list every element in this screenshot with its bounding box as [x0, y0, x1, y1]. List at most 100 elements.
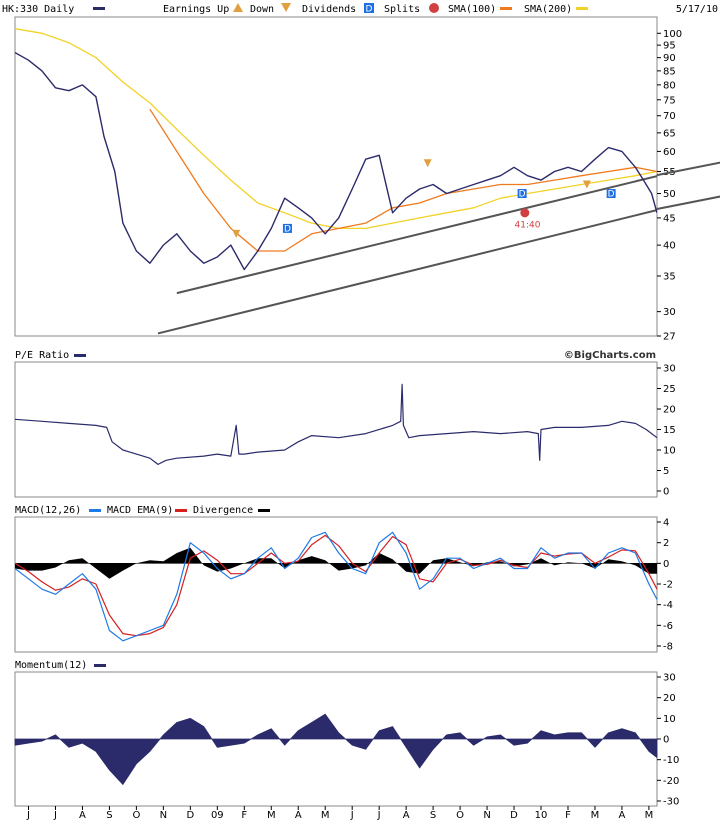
- x-tick-label: S: [430, 810, 436, 820]
- price-y-tick-label: 100: [663, 29, 682, 40]
- momentum-y-tick-label: -20: [663, 776, 679, 787]
- macd-ema-legend-swatch: [175, 509, 187, 512]
- x-tick-label: F: [565, 810, 571, 820]
- price-y-tick-label: 65: [663, 128, 676, 139]
- x-tick-label: A: [619, 810, 626, 820]
- dividend-icon-letter: D: [366, 5, 373, 15]
- pe-panel-title: P/E Ratio: [15, 350, 69, 361]
- sma100-legend-swatch: [500, 7, 512, 10]
- price-y-tick-label: 75: [663, 95, 676, 106]
- price-y-tick-label: 85: [663, 66, 676, 77]
- earnings-down-label: Down: [250, 4, 274, 15]
- pe-y-tick-label: 25: [663, 384, 676, 395]
- x-tick-label: A: [403, 810, 410, 820]
- trendline-1: [176, 175, 657, 295]
- price-legend-swatch: [93, 7, 105, 10]
- dividend-marker: [606, 189, 616, 199]
- macd-legend-swatch: [89, 509, 101, 512]
- macd-y-tick-label: -8: [663, 642, 673, 653]
- x-tick-label: M: [267, 810, 276, 820]
- momentum-y-tick-label: -10: [663, 755, 679, 766]
- x-axis: J J A S O N D 09 F M A M J J A S O N D 10 F M A M: [26, 806, 653, 820]
- price-y-tick-label: 90: [663, 53, 676, 64]
- sma200-line: [15, 28, 657, 230]
- x-tick-label: O: [132, 810, 140, 820]
- x-tick-label: M: [645, 810, 654, 820]
- x-tick-label: J: [53, 810, 57, 820]
- header-legend: HK:330 Daily Earnings Up Down Dividends …: [2, 3, 718, 15]
- dividend-marker-letter: D: [608, 190, 615, 200]
- momentum-panel-title: Momentum(12): [15, 660, 87, 671]
- macd-y-tick-label: -6: [663, 621, 673, 632]
- price-y-tick-label: 80: [663, 80, 676, 91]
- x-tick-label: A: [295, 810, 302, 820]
- dividends-label: Dividends: [302, 4, 356, 15]
- pe-frame: [14, 361, 658, 498]
- dividend-icon: [364, 3, 374, 13]
- macd-line: [14, 531, 658, 642]
- dividend-marker-letter: D: [519, 190, 526, 200]
- earnings-down-marker: [423, 159, 432, 168]
- pe-y-tick-label: 10: [663, 446, 676, 457]
- pe-y-tick-label: 5: [663, 466, 669, 477]
- x-tick-label: J: [377, 810, 381, 820]
- x-tick-label: D: [510, 810, 518, 820]
- macd-ema-line: [14, 534, 658, 637]
- sma100-label: SMA(100): [448, 4, 496, 15]
- price-y-tick-label: 35: [663, 272, 676, 283]
- x-tick-label: M: [591, 810, 600, 820]
- pe-y-tick-label: 30: [663, 364, 676, 375]
- x-tick-label: F: [241, 810, 247, 820]
- dividend-marker: [282, 223, 292, 233]
- price-y-tick-label: 60: [663, 147, 676, 158]
- symbol-label: HK:330 Daily: [2, 4, 74, 15]
- price-frame: [14, 16, 658, 337]
- price-y-tick-label: 27: [663, 332, 676, 343]
- divergence-area: [15, 547, 657, 579]
- momentum-legend-swatch: [94, 664, 106, 667]
- momentum-y-tick-label: -30: [663, 797, 679, 808]
- price-y-tick-label: 30: [663, 307, 676, 318]
- brand-watermark: ©BigCharts.com: [564, 350, 656, 361]
- x-tick-label: N: [160, 810, 167, 820]
- pe-y-tick-label: 0: [663, 487, 669, 498]
- pe-y-tick-label: 15: [663, 425, 676, 436]
- price-panel: 273035404550556065707580859095100DD41:40…: [14, 16, 720, 343]
- pe-legend-swatch: [74, 354, 86, 357]
- x-tick-label: J: [350, 810, 354, 820]
- momentum-y-tick-label: 10: [663, 714, 676, 725]
- price-plot-area: [15, 28, 657, 335]
- divergence-legend-swatch: [258, 509, 270, 512]
- x-tick-label: O: [456, 810, 464, 820]
- trendline-extension-1: [656, 161, 720, 177]
- x-tick-label: A: [79, 810, 86, 820]
- dividend-marker-letter: D: [284, 224, 291, 234]
- macd-y-tick-label: -4: [663, 600, 673, 611]
- split-ratio-label: 41:40: [515, 220, 541, 230]
- x-tick-label: S: [106, 810, 112, 820]
- divergence-label: Divergence: [193, 505, 253, 516]
- macd-y-tick-label: -2: [663, 580, 673, 591]
- sma200-legend-swatch: [576, 7, 588, 10]
- macd-panel-title: MACD(12,26): [15, 505, 81, 516]
- macd-ema-label: MACD EMA(9): [107, 505, 173, 516]
- momentum-y-tick-label: 20: [663, 693, 676, 704]
- price-y-tick-label: 95: [663, 41, 676, 52]
- x-tick-label: J: [26, 810, 30, 820]
- x-tick-label: M: [321, 810, 330, 820]
- split-icon: [429, 3, 439, 13]
- x-tick-label: D: [186, 810, 194, 820]
- macd-y-tick-label: 0: [663, 559, 669, 570]
- momentum-y-tick-label: 30: [663, 673, 676, 684]
- price-y-tick-label: 40: [663, 241, 676, 252]
- earnings-down-marker: [582, 180, 591, 189]
- trendline-2: [157, 209, 657, 335]
- earnings-up-label: Earnings Up: [163, 4, 229, 15]
- pe-y-tick-label: 20: [663, 405, 676, 416]
- price-y-tick-label: 45: [663, 213, 676, 224]
- splits-label: Splits: [384, 4, 420, 15]
- macd-y-tick-label: 4: [663, 518, 669, 529]
- trendline-extension-2: [656, 195, 720, 210]
- split-marker: [520, 208, 530, 218]
